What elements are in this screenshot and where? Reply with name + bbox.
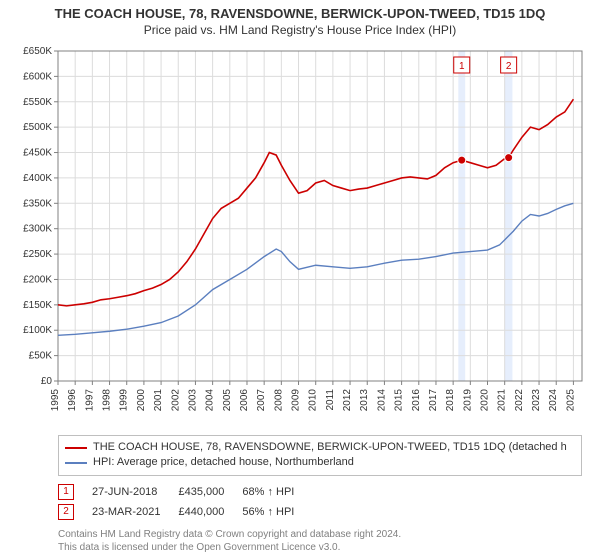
- svg-text:£200K: £200K: [23, 274, 52, 285]
- svg-text:2011: 2011: [325, 389, 336, 411]
- svg-text:2016: 2016: [411, 389, 422, 412]
- svg-text:£100K: £100K: [23, 325, 52, 336]
- chart-svg: £0 £50K £100K £150K £200K £250K £300K £350K £400…: [0, 41, 600, 431]
- svg-text:1: 1: [459, 61, 465, 72]
- legend-row: HPI: Average price, detached house, Nort…: [65, 455, 575, 470]
- event-price: £435,000: [178, 482, 242, 502]
- svg-text:2014: 2014: [376, 389, 387, 412]
- svg-text:2001: 2001: [153, 389, 164, 412]
- title-line1: THE COACH HOUSE, 78, RAVENSDOWNE, BERWIC…: [8, 6, 592, 21]
- svg-text:£150K: £150K: [23, 300, 52, 311]
- svg-text:2015: 2015: [394, 389, 405, 412]
- svg-text:£550K: £550K: [23, 97, 52, 108]
- event-date: 27-JUN-2018: [92, 482, 178, 502]
- svg-text:£650K: £650K: [23, 46, 52, 57]
- legend-row: THE COACH HOUSE, 78, RAVENSDOWNE, BERWIC…: [65, 440, 575, 455]
- svg-text:2017: 2017: [428, 389, 439, 412]
- event-price: £440,000: [178, 502, 242, 522]
- svg-text:2013: 2013: [359, 389, 370, 412]
- svg-text:2024: 2024: [548, 389, 559, 412]
- svg-text:2000: 2000: [136, 389, 147, 412]
- svg-text:2019: 2019: [462, 389, 473, 412]
- legend-swatch: [65, 462, 87, 464]
- svg-text:2004: 2004: [205, 389, 216, 412]
- svg-text:2006: 2006: [239, 389, 250, 412]
- event-date: 23-MAR-2021: [92, 502, 178, 522]
- svg-text:2003: 2003: [187, 389, 198, 412]
- svg-text:1995: 1995: [50, 389, 61, 412]
- svg-text:£50K: £50K: [29, 351, 53, 362]
- legend-label: THE COACH HOUSE, 78, RAVENSDOWNE, BERWIC…: [93, 440, 567, 455]
- legend-label: HPI: Average price, detached house, Nort…: [93, 455, 354, 470]
- svg-text:£600K: £600K: [23, 71, 52, 82]
- svg-text:£250K: £250K: [23, 249, 52, 260]
- svg-text:2022: 2022: [514, 389, 525, 412]
- title-line2: Price paid vs. HM Land Registry's House …: [8, 23, 592, 37]
- svg-text:£0: £0: [41, 376, 53, 387]
- svg-text:2023: 2023: [531, 389, 542, 412]
- svg-text:2012: 2012: [342, 389, 353, 412]
- svg-text:1998: 1998: [102, 389, 113, 412]
- svg-text:£350K: £350K: [23, 198, 52, 209]
- legend: THE COACH HOUSE, 78, RAVENSDOWNE, BERWIC…: [58, 435, 582, 476]
- footnote-line1: Contains HM Land Registry data © Crown c…: [58, 528, 582, 541]
- event-marker: 1: [58, 484, 74, 500]
- svg-text:2008: 2008: [273, 389, 284, 412]
- title-block: THE COACH HOUSE, 78, RAVENSDOWNE, BERWIC…: [0, 0, 600, 41]
- svg-text:2010: 2010: [308, 389, 319, 412]
- svg-text:2018: 2018: [445, 389, 456, 412]
- svg-text:1999: 1999: [119, 389, 130, 412]
- svg-text:£450K: £450K: [23, 148, 52, 159]
- svg-text:2021: 2021: [497, 389, 508, 412]
- event-row: 2 23-MAR-2021£440,00056% ↑ HPI: [58, 502, 312, 522]
- svg-text:2020: 2020: [480, 389, 491, 412]
- svg-text:2007: 2007: [256, 389, 267, 412]
- legend-swatch: [65, 447, 87, 449]
- svg-text:£300K: £300K: [23, 224, 52, 235]
- footnote-line2: This data is licensed under the Open Gov…: [58, 541, 582, 554]
- svg-text:2: 2: [506, 61, 512, 72]
- svg-text:2025: 2025: [565, 389, 576, 412]
- svg-text:£500K: £500K: [23, 122, 52, 133]
- event-marker: 2: [58, 504, 74, 520]
- svg-text:2009: 2009: [291, 389, 302, 412]
- svg-text:£400K: £400K: [23, 173, 52, 184]
- event-delta: 56% ↑ HPI: [242, 502, 312, 522]
- footnote: Contains HM Land Registry data © Crown c…: [58, 528, 582, 554]
- svg-text:1997: 1997: [84, 389, 95, 412]
- event-row: 1 27-JUN-2018£435,00068% ↑ HPI: [58, 482, 312, 502]
- event-delta: 68% ↑ HPI: [242, 482, 312, 502]
- svg-text:2005: 2005: [222, 389, 233, 412]
- events-table: 1 27-JUN-2018£435,00068% ↑ HPI 2 23-MAR-202…: [58, 482, 582, 522]
- chart: £0 £50K £100K £150K £200K £250K £300K £350K £400…: [0, 41, 600, 431]
- svg-text:1996: 1996: [67, 389, 78, 412]
- svg-text:2002: 2002: [170, 389, 181, 412]
